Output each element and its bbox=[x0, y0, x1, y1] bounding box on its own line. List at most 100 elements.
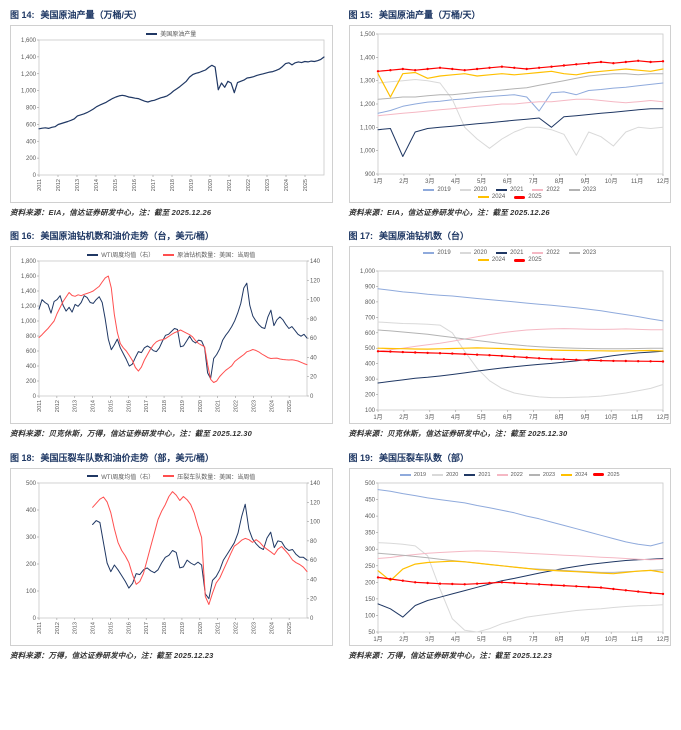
figure-title: 图 15: 美国原油产量（万桶/天） bbox=[349, 8, 672, 21]
svg-text:400: 400 bbox=[364, 362, 375, 368]
svg-text:11月: 11月 bbox=[630, 636, 642, 643]
svg-text:100: 100 bbox=[26, 589, 37, 595]
svg-text:2021: 2021 bbox=[216, 622, 222, 634]
svg-text:1,600: 1,600 bbox=[21, 274, 37, 280]
svg-text:200: 200 bbox=[26, 156, 37, 162]
svg-text:2017: 2017 bbox=[144, 400, 150, 412]
source-note: 资料来源：EIA，信达证券研发中心，注：截至 2025.12.26 bbox=[348, 208, 550, 217]
svg-text:2025: 2025 bbox=[287, 400, 293, 412]
svg-text:1,400: 1,400 bbox=[21, 289, 37, 295]
svg-text:1,200: 1,200 bbox=[359, 102, 375, 108]
svg-text:8月: 8月 bbox=[554, 636, 563, 643]
svg-text:1,300: 1,300 bbox=[359, 79, 375, 85]
figure-15: 图 15: 美国原油产量（万桶/天） 900 1,000 1,100 1,200 1,3… bbox=[348, 8, 672, 218]
svg-text:2023: 2023 bbox=[251, 622, 257, 634]
svg-text:2011: 2011 bbox=[37, 179, 43, 191]
svg-text:1,400: 1,400 bbox=[21, 55, 37, 61]
svg-text:600: 600 bbox=[26, 349, 37, 355]
figure-label: 图 15: bbox=[348, 10, 374, 20]
figure-title: 图 16: 美国原油钻机数和油价走势（台，美元/桶） bbox=[10, 229, 333, 242]
figure-title: 图 14: 美国原油产量（万桶/天） bbox=[10, 8, 333, 21]
svg-text:1,000: 1,000 bbox=[359, 269, 375, 275]
svg-text:20: 20 bbox=[310, 596, 317, 602]
svg-text:1月: 1月 bbox=[373, 414, 382, 421]
figure-label: 图 14: bbox=[10, 10, 35, 20]
svg-text:1,800: 1,800 bbox=[21, 259, 37, 265]
svg-text:800: 800 bbox=[364, 300, 375, 306]
figure-grid: 图 14: 美国原油产量（万桶/天） 0 200 400 600 800 1,000 1,2… bbox=[10, 8, 671, 661]
svg-text:500: 500 bbox=[364, 346, 375, 352]
source-note: 资料来源：贝克休斯，信达证券研发中心，注：截至 2025.12.30 bbox=[348, 429, 568, 439]
svg-text:5月: 5月 bbox=[476, 178, 485, 185]
figure-label: 图 19: bbox=[348, 452, 374, 463]
svg-text:1月: 1月 bbox=[373, 178, 382, 185]
svg-text:2025: 2025 bbox=[303, 179, 309, 191]
svg-text:8月: 8月 bbox=[554, 178, 563, 185]
svg-text:2012: 2012 bbox=[55, 400, 61, 412]
svg-text:120: 120 bbox=[310, 500, 321, 506]
svg-text:2016: 2016 bbox=[126, 622, 132, 634]
source-note: 资料来源：万得，信达证券研发中心，注：截至 2025.12.23 bbox=[10, 650, 214, 660]
svg-text:10月: 10月 bbox=[604, 414, 617, 421]
figure-title: 图 17: 美国原油钻机数（台） bbox=[349, 229, 672, 242]
svg-text:1,000: 1,000 bbox=[21, 319, 37, 325]
chart-canvas-rigs-vs-wti: 0 200 400 600 800 1,000 1,200 1,400 1,600 1,800 0 2… bbox=[10, 246, 333, 425]
svg-text:2018: 2018 bbox=[162, 400, 168, 412]
svg-text:2011: 2011 bbox=[37, 622, 43, 634]
svg-text:2018: 2018 bbox=[170, 179, 176, 191]
svg-text:1,200: 1,200 bbox=[21, 72, 37, 78]
svg-text:1月: 1月 bbox=[373, 636, 382, 643]
svg-text:2020: 2020 bbox=[198, 622, 204, 634]
svg-text:2015: 2015 bbox=[113, 179, 119, 191]
svg-text:9月: 9月 bbox=[580, 178, 589, 185]
svg-text:7月: 7月 bbox=[528, 636, 537, 643]
svg-text:150: 150 bbox=[364, 596, 375, 602]
svg-text:120: 120 bbox=[310, 279, 321, 285]
figure-16: 图 16: 美国原油钻机数和油价走势（台，美元/桶） 0 200 400 600 800… bbox=[10, 229, 333, 439]
svg-text:200: 200 bbox=[364, 393, 375, 399]
svg-text:2024: 2024 bbox=[269, 400, 275, 412]
svg-text:2016: 2016 bbox=[132, 179, 138, 191]
svg-text:80: 80 bbox=[310, 538, 317, 544]
figure-title: 图 18: 美国压裂车队数和油价走势（部，美元/桶） bbox=[10, 451, 333, 464]
svg-text:2021: 2021 bbox=[216, 400, 222, 412]
figure-title-text: 美国原油产量（万桶/天） bbox=[40, 10, 143, 20]
svg-text:250: 250 bbox=[364, 563, 375, 569]
svg-text:12月: 12月 bbox=[656, 178, 669, 185]
svg-text:2019: 2019 bbox=[189, 179, 195, 191]
svg-text:60: 60 bbox=[310, 336, 317, 342]
svg-text:2022: 2022 bbox=[246, 179, 252, 191]
svg-text:140: 140 bbox=[310, 259, 321, 265]
svg-text:7月: 7月 bbox=[528, 414, 537, 421]
source-note: 资料来源：贝克休斯，万得，信达证券研发中心，注：截至 2025.12.30 bbox=[10, 429, 253, 439]
svg-text:5月: 5月 bbox=[476, 636, 485, 643]
svg-text:1,400: 1,400 bbox=[359, 55, 375, 61]
svg-text:40: 40 bbox=[310, 577, 317, 583]
svg-text:0: 0 bbox=[310, 394, 314, 400]
svg-text:100: 100 bbox=[310, 519, 321, 525]
svg-text:100: 100 bbox=[310, 298, 321, 304]
svg-text:100: 100 bbox=[364, 613, 375, 619]
svg-text:6月: 6月 bbox=[502, 178, 511, 185]
svg-text:2024: 2024 bbox=[269, 622, 275, 634]
svg-text:2013: 2013 bbox=[75, 179, 81, 191]
svg-text:0: 0 bbox=[310, 616, 314, 622]
svg-text:140: 140 bbox=[310, 481, 321, 487]
svg-text:9月: 9月 bbox=[580, 636, 589, 643]
svg-text:1,000: 1,000 bbox=[359, 149, 375, 155]
svg-text:2013: 2013 bbox=[73, 622, 79, 634]
svg-text:300: 300 bbox=[364, 547, 375, 553]
svg-text:6月: 6月 bbox=[502, 414, 511, 421]
svg-text:2019: 2019 bbox=[180, 622, 186, 634]
svg-text:2018: 2018 bbox=[162, 622, 168, 634]
svg-text:400: 400 bbox=[26, 139, 37, 145]
svg-text:200: 200 bbox=[364, 580, 375, 586]
svg-text:300: 300 bbox=[26, 535, 37, 541]
svg-text:1,200: 1,200 bbox=[21, 304, 37, 310]
figure-label: 图 17: bbox=[348, 231, 374, 242]
svg-text:2022: 2022 bbox=[234, 622, 240, 634]
svg-text:600: 600 bbox=[364, 331, 375, 337]
svg-text:800: 800 bbox=[26, 106, 37, 112]
svg-text:2014: 2014 bbox=[91, 400, 97, 412]
